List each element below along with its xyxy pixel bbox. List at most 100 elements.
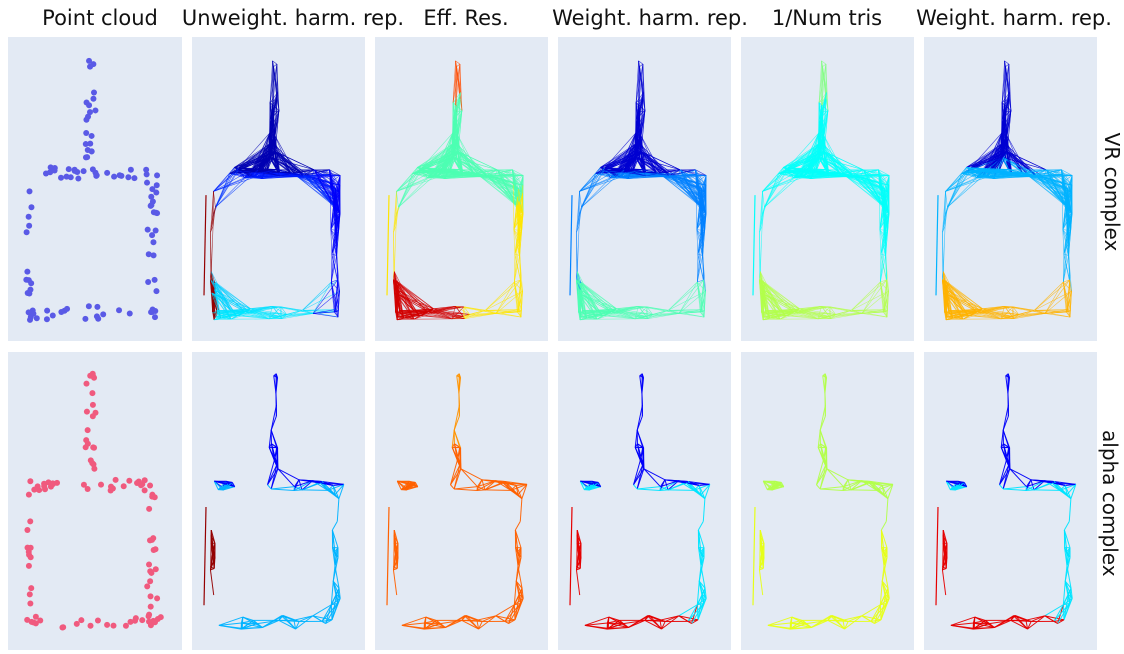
graph-edge: [644, 169, 681, 174]
graph-edge: [440, 132, 454, 170]
graph-edge: [329, 182, 332, 230]
graph-edge: [966, 143, 1002, 168]
graph-edge: [696, 182, 706, 186]
graph-edge: [403, 317, 414, 320]
graph-edge: [577, 292, 612, 313]
graph-edge: [581, 173, 597, 208]
graph-edge: [485, 169, 498, 176]
graph-edge: [885, 192, 889, 213]
graph-edge: [702, 192, 706, 213]
graph-edge: [311, 177, 338, 213]
graph-edge: [885, 230, 889, 243]
point-marker: [82, 315, 89, 322]
graph-edge: [421, 170, 434, 177]
graph-edge: [678, 279, 704, 314]
graph-edge: [272, 60, 274, 67]
graph-edge: [213, 177, 255, 192]
graph-edge: [636, 116, 638, 158]
graph-edge: [421, 151, 459, 169]
edge-group: [203, 60, 341, 321]
graph-edge: [1004, 105, 1008, 152]
graph-edge: [820, 92, 827, 117]
column-title-weighted-harmonic: Weight. harm. rep.: [552, 6, 748, 30]
graph-edge: [787, 167, 829, 177]
graph-edge: [695, 169, 707, 186]
graph-edge: [397, 283, 432, 312]
graph-edge: [213, 310, 232, 321]
panel-vr-weighted-harmonic: [558, 37, 731, 341]
graph-edge: [638, 60, 644, 65]
panel-vr-effective-resistance: [375, 37, 548, 341]
point-marker: [153, 182, 160, 189]
graph-edge: [807, 169, 853, 176]
point-marker: [152, 227, 159, 234]
graph-edge: [213, 167, 239, 192]
graph-edge: [397, 310, 415, 318]
graph-edge: [752, 195, 756, 296]
graph-edge: [394, 271, 415, 311]
graph-edge: [217, 310, 232, 314]
graph-edge: [211, 225, 214, 272]
graph-edge: [668, 174, 706, 193]
graph-edge: [821, 305, 830, 308]
graph-edge: [275, 151, 315, 171]
graph-edge: [331, 279, 338, 283]
graph-edge: [331, 281, 340, 292]
point-marker: [51, 164, 58, 171]
graph-edge: [417, 151, 459, 168]
graph-edge: [635, 66, 640, 103]
graph-edge: [818, 119, 825, 152]
graph-edge: [697, 279, 704, 283]
graph-edge: [271, 92, 278, 117]
point-marker: [127, 166, 134, 173]
graph-edge: [1001, 66, 1006, 103]
graph-edge: [880, 235, 885, 283]
graph-edge: [238, 170, 251, 177]
graph-edge: [421, 151, 459, 171]
graph-edge: [602, 305, 639, 316]
graph-edge: [787, 167, 804, 178]
graph-edge: [396, 318, 414, 321]
graph-edge: [778, 173, 800, 177]
point-marker: [82, 141, 89, 148]
graph-edge: [331, 230, 340, 255]
graph-edge: [878, 169, 890, 186]
graph-edge: [313, 311, 335, 314]
point-marker: [149, 198, 156, 205]
graph-edge: [596, 305, 639, 320]
row-title-alpha-complex: alpha complex: [1098, 430, 1122, 577]
graph-edge: [302, 174, 331, 183]
graph-edge: [452, 116, 455, 120]
graph-edge: [762, 177, 804, 192]
graph-edge: [885, 242, 888, 280]
graph-edge: [276, 64, 278, 93]
graph-edge: [697, 230, 706, 255]
graph-edge: [646, 316, 648, 319]
graph-edge: [821, 60, 823, 67]
vr-num-tris-graph: [752, 60, 890, 321]
graph-edge: [880, 253, 886, 256]
graph-edge: [851, 281, 881, 311]
graph-edge: [302, 169, 330, 176]
graph-edge: [769, 315, 786, 319]
graph-edge: [452, 102, 455, 117]
point-marker: [42, 170, 49, 177]
graph-edge: [851, 309, 885, 311]
graph-edge: [640, 151, 678, 178]
graph-edge: [878, 182, 881, 230]
column-title-point-cloud: Point cloud: [42, 6, 158, 30]
graph-edge: [697, 254, 704, 280]
graph-edge: [604, 167, 625, 171]
graph-edge: [512, 169, 524, 176]
graph-edge: [214, 289, 251, 310]
graph-edge: [887, 192, 889, 231]
graph-edge: [494, 177, 521, 213]
graph-edge: [266, 151, 276, 172]
graph-edge: [862, 169, 884, 206]
graph-edge: [329, 169, 336, 190]
graph-edge: [210, 207, 216, 233]
graph-edge: [441, 151, 459, 170]
graph-edge: [313, 169, 335, 206]
graph-edge: [512, 169, 523, 193]
graph-edge: [398, 173, 414, 208]
